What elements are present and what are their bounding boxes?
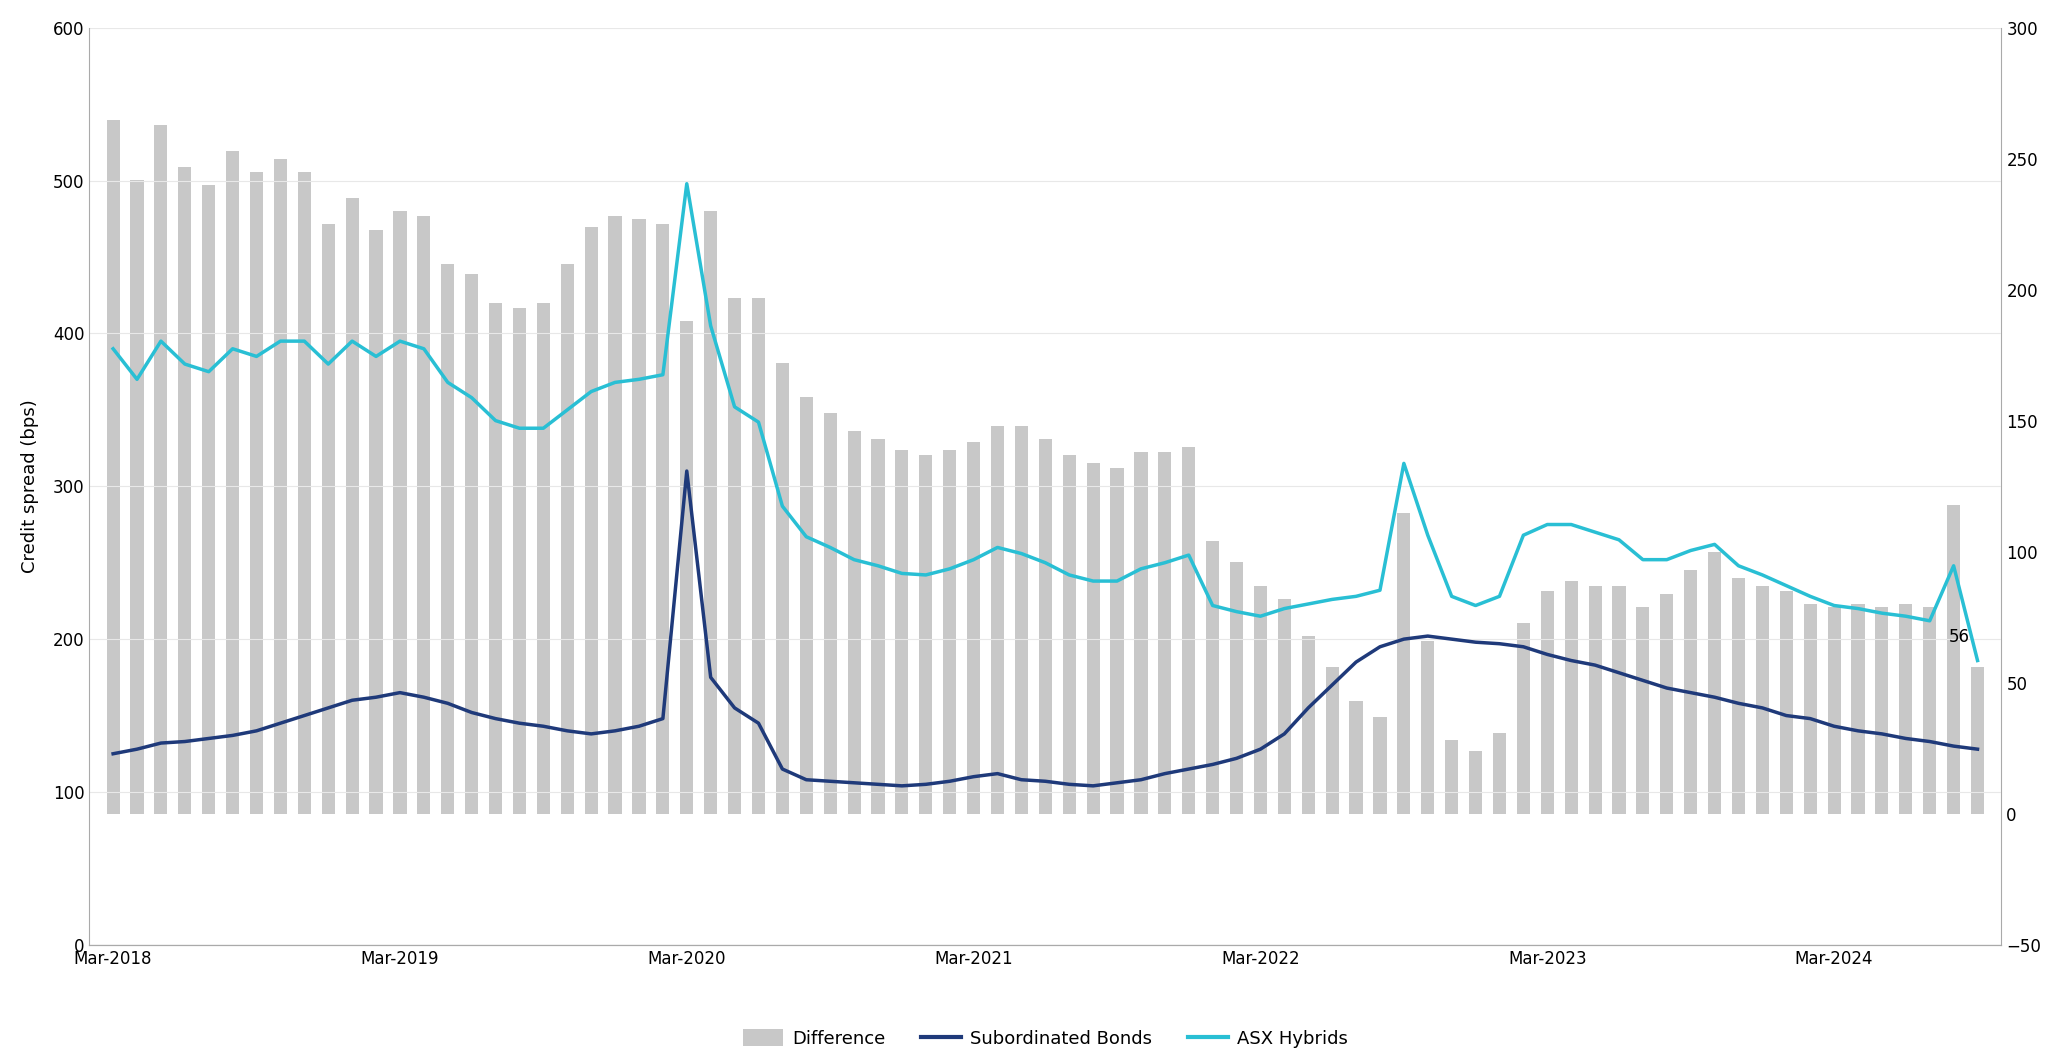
Bar [633, 219, 645, 814]
Bar [823, 412, 837, 814]
Bar [346, 198, 359, 814]
Bar [1206, 541, 1219, 814]
Bar [1612, 586, 1625, 814]
Bar [107, 119, 120, 814]
Bar [202, 185, 214, 814]
Legend: Difference, Subordinated Bonds, ASX Hybrids: Difference, Subordinated Bonds, ASX Hybr… [736, 1023, 1355, 1054]
Text: 56: 56 [1949, 628, 1969, 646]
Bar [1660, 594, 1674, 814]
Bar [1349, 702, 1363, 814]
Bar [1326, 668, 1338, 814]
Bar [895, 450, 909, 814]
Bar [177, 167, 192, 814]
Bar [1159, 452, 1171, 814]
Bar [1087, 462, 1099, 814]
Bar [417, 217, 431, 814]
Bar [1421, 641, 1435, 814]
Bar [1229, 562, 1243, 814]
Bar [1134, 452, 1149, 814]
Bar [1445, 741, 1458, 814]
Bar [1565, 580, 1577, 814]
Bar [872, 439, 885, 814]
Bar [656, 224, 670, 814]
Bar [322, 224, 334, 814]
Bar [1518, 623, 1530, 814]
Bar [513, 308, 526, 814]
Bar [155, 124, 167, 814]
Bar [942, 450, 957, 814]
Bar [1685, 570, 1697, 814]
Bar [1278, 598, 1291, 814]
Bar [1827, 607, 1841, 814]
Bar [1493, 732, 1505, 814]
Bar [441, 264, 454, 814]
Bar [1637, 607, 1650, 814]
Bar [586, 226, 598, 814]
Bar [1924, 607, 1936, 814]
Bar [1780, 591, 1792, 814]
Bar [1254, 586, 1266, 814]
Bar [1111, 468, 1124, 814]
Bar [1540, 591, 1555, 814]
Bar [1852, 604, 1864, 814]
Bar [608, 217, 621, 814]
Bar [1707, 552, 1722, 814]
Bar [536, 303, 551, 814]
Bar [1804, 604, 1817, 814]
Bar [1971, 668, 1984, 814]
Bar [920, 455, 932, 814]
Bar [1468, 750, 1483, 814]
Bar [1899, 604, 1911, 814]
Bar [489, 303, 503, 814]
Bar [130, 180, 144, 814]
Bar [775, 364, 790, 814]
Bar [1588, 586, 1602, 814]
Bar [1732, 578, 1744, 814]
Bar [297, 172, 311, 814]
Y-axis label: Credit spread (bps): Credit spread (bps) [21, 400, 39, 573]
Bar [227, 151, 239, 814]
Bar [1062, 455, 1076, 814]
Bar [753, 298, 765, 814]
Bar [1757, 586, 1769, 814]
Bar [466, 274, 478, 814]
Bar [369, 230, 384, 814]
Bar [1182, 448, 1196, 814]
Bar [1398, 512, 1410, 814]
Bar [847, 432, 860, 814]
Bar [1874, 607, 1889, 814]
Bar [1015, 426, 1029, 814]
Bar [1039, 439, 1052, 814]
Bar [274, 158, 287, 814]
Bar [394, 212, 406, 814]
Bar [1373, 716, 1386, 814]
Bar [250, 172, 264, 814]
Bar [728, 298, 740, 814]
Bar [800, 398, 812, 814]
Bar [1301, 636, 1316, 814]
Bar [967, 442, 979, 814]
Bar [703, 212, 718, 814]
Bar [680, 321, 693, 814]
Bar [1947, 505, 1961, 814]
Bar [561, 264, 573, 814]
Bar [992, 426, 1004, 814]
